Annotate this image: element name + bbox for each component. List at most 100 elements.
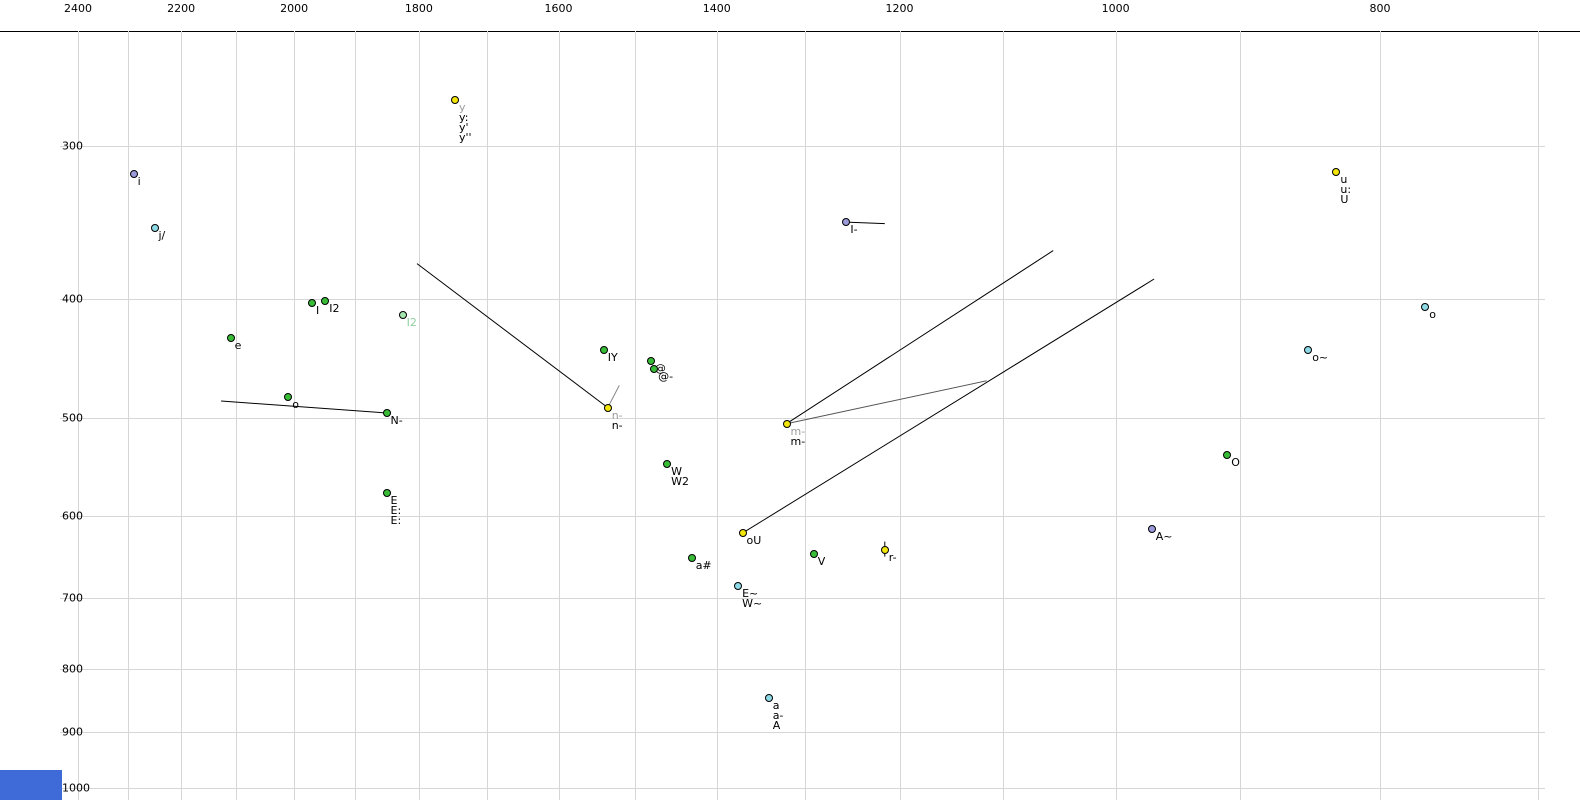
point-label-line: y': [459, 120, 469, 134]
data-point[interactable]: [842, 218, 851, 227]
data-point[interactable]: [738, 529, 747, 538]
data-point[interactable]: [599, 346, 608, 355]
point-label: j/: [159, 230, 166, 241]
point-label: m-m-: [790, 424, 806, 447]
point-label-line: IY: [607, 351, 618, 365]
v-gridline: [1380, 31, 1381, 800]
point-label-line: @-: [658, 370, 674, 384]
data-point[interactable]: [284, 392, 293, 401]
point-label-line: oU: [746, 534, 762, 548]
point-label-line: u: [1340, 173, 1348, 186]
point-label-line: W~: [742, 597, 763, 611]
point-label-line: a#: [695, 559, 712, 573]
data-point[interactable]: [650, 365, 659, 374]
point-label: u u: U: [1340, 173, 1351, 206]
v-gridline: [418, 31, 420, 800]
point-label: oU: [746, 534, 762, 548]
h-gridline: [60, 788, 1545, 789]
data-point[interactable]: [646, 357, 655, 365]
data-point[interactable]: [150, 224, 159, 233]
v-gridline: [635, 31, 636, 800]
x-axis-line: [0, 31, 1580, 32]
v-gridline: [78, 31, 79, 800]
data-point[interactable]: [782, 419, 791, 428]
point-label-line: A: [772, 719, 781, 733]
data-point[interactable]: [734, 582, 743, 591]
point-label-line: a-: [772, 709, 784, 723]
y-tick-label: 400: [62, 292, 83, 306]
h-gridline: [60, 299, 1545, 301]
data-point[interactable]: [1421, 303, 1430, 312]
h-gridline: [60, 731, 1545, 733]
data-point[interactable]: [1223, 450, 1232, 459]
x-tick-label: 1200: [885, 2, 914, 15]
point-label: y y: y' y'': [459, 102, 472, 143]
point-label: o: [1429, 309, 1436, 320]
h-gridline: [60, 515, 1545, 517]
point-label: a a- A: [772, 700, 784, 733]
point-label-line: I2: [329, 301, 340, 315]
v-gridline: [128, 31, 130, 800]
y-tick-label: 700: [62, 591, 83, 605]
y-tick-label: 500: [62, 411, 83, 425]
data-point[interactable]: [226, 334, 235, 342]
v-gridline: [354, 31, 356, 800]
point-label-line: I2: [406, 316, 417, 330]
point-label-line: i: [137, 174, 141, 188]
point-label-line: V: [817, 555, 826, 569]
point-label-line: N-: [390, 414, 403, 427]
data-point[interactable]: [687, 554, 696, 563]
point-label-line: I-: [850, 223, 858, 237]
point-label: n-n-: [611, 410, 623, 432]
x-tick-label: 2000: [280, 2, 309, 15]
v-gridline: [486, 31, 488, 800]
data-point[interactable]: [1332, 168, 1341, 176]
point-label-line: I: [316, 304, 320, 318]
point-label: O: [1231, 457, 1240, 468]
connector-line: [786, 380, 987, 425]
point-label-line: n-: [611, 418, 623, 432]
data-point[interactable]: [398, 311, 407, 320]
x-tick-label: 1600: [544, 2, 573, 15]
data-point[interactable]: [1304, 346, 1313, 355]
v-gridline: [1240, 31, 1242, 800]
data-point[interactable]: [382, 409, 391, 417]
data-point[interactable]: [321, 296, 330, 305]
point-label-line: W: [671, 465, 682, 479]
h-gridline: [60, 418, 1545, 420]
data-point[interactable]: [880, 546, 889, 554]
point-label-line: e: [234, 339, 242, 352]
point-label-line: @: [654, 362, 666, 375]
data-point[interactable]: [382, 488, 391, 497]
connector-line: [416, 263, 609, 408]
y-tick-label: 300: [62, 139, 83, 153]
point-label: I-: [850, 223, 858, 237]
point-label: E~ W~: [742, 588, 763, 611]
v-gridline: [294, 31, 296, 800]
x-tick-label: 800: [1369, 2, 1391, 15]
point-label: I2: [329, 301, 340, 315]
x-tick-label: 1400: [702, 2, 731, 15]
connector-line: [221, 400, 387, 414]
point-label: E E: E:: [390, 493, 402, 526]
data-point[interactable]: [451, 95, 459, 104]
point-label: IY: [607, 351, 618, 365]
data-point[interactable]: [1147, 524, 1156, 533]
point-label-line: E: [390, 493, 398, 507]
point-label-line: m-: [790, 424, 806, 438]
data-point[interactable]: [308, 299, 316, 308]
data-point[interactable]: [764, 694, 773, 703]
data-point[interactable]: [809, 550, 818, 559]
point-label-line: W2: [671, 475, 689, 489]
data-point[interactable]: [129, 169, 138, 178]
point-label: A~: [1156, 531, 1173, 542]
y-tick-label: 800: [62, 662, 83, 676]
h-gridline: [60, 669, 1545, 670]
v-gridline: [558, 31, 560, 800]
point-label-line: U: [1340, 193, 1349, 206]
data-point[interactable]: [663, 460, 672, 469]
data-point[interactable]: [603, 403, 612, 412]
point-label: @: [654, 362, 666, 375]
